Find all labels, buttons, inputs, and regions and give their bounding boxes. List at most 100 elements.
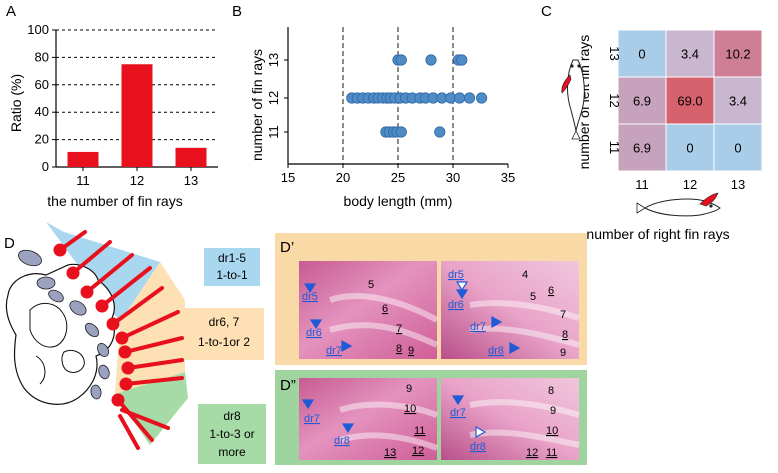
label-dr8-line1: dr8	[223, 409, 241, 423]
histology-label: 12	[526, 447, 538, 459]
heatmap-cell-value: 6.9	[633, 94, 651, 109]
arrowhead-icon	[509, 341, 521, 355]
bar-x-tick-label: 11	[76, 173, 90, 188]
heatmap-cell-value: 0	[686, 141, 693, 156]
bar-chart-ylabel: Ratio (%)	[8, 74, 24, 132]
label-dr8-line3: more	[218, 445, 246, 459]
heatmap-y-tick-label: 13	[607, 46, 622, 60]
heatmap-cell-value: 69.0	[677, 94, 702, 109]
heatmap-x-tick-label: 13	[731, 177, 745, 192]
panel-b-label: B	[232, 3, 242, 20]
fin-ray-line	[123, 336, 184, 354]
heatmap-cell-value: 10.2	[725, 47, 750, 62]
histology-label: dr5	[302, 291, 318, 303]
label-box-dr1-5	[204, 248, 260, 286]
label-dr6-7-line2: 1-to-1or 2	[198, 335, 250, 349]
arrowhead-icon	[301, 399, 315, 410]
heatmap-cell-value: 3.4	[681, 47, 699, 62]
histology-label: dr7	[304, 413, 320, 425]
bar-y-tick-label: 100	[27, 22, 49, 37]
heatmap-cell-value: 0	[734, 141, 741, 156]
histology-label: 5	[530, 291, 536, 303]
fin-ray-line	[100, 266, 152, 308]
scatter-y-tick-label: 12	[266, 91, 281, 105]
fin-ray-line	[85, 253, 134, 294]
fin-ray-line	[118, 414, 140, 450]
fin-ray-line	[120, 408, 170, 430]
bar-11	[67, 151, 99, 167]
histology-d-dprime-right	[441, 378, 579, 460]
arrowhead-icon	[341, 339, 353, 353]
heatmap-cell	[617, 29, 667, 78]
bar-y-tick-label: 0	[42, 159, 49, 174]
panel-c-label: C	[541, 3, 552, 20]
bar-y-tick-label: 60	[35, 77, 49, 92]
heatmap-x-tick-label: 11	[635, 177, 649, 192]
scatter-xlabel: body length (mm)	[344, 193, 453, 209]
arrowhead-icon	[475, 425, 487, 439]
fin-ray-base	[119, 377, 133, 391]
histology-label: 10	[546, 425, 558, 437]
label-dr1-5-line2: 1-to-1	[216, 268, 248, 282]
histology-label: 10	[404, 403, 416, 415]
scatter-x-tick-label: 15	[281, 170, 295, 185]
panel-d-label: D	[4, 235, 15, 252]
histology-d-prime-left	[299, 261, 437, 359]
heatmap-y-tick-label: 11	[607, 141, 622, 155]
histology-label: dr7	[470, 321, 486, 333]
histology-label: 13	[384, 447, 396, 459]
histology-label: 8	[548, 385, 554, 397]
histology-label: 8	[562, 329, 568, 341]
fin-ray-line	[116, 398, 154, 442]
fin-ray-base	[115, 331, 129, 345]
heatmap-cell-value: 6.9	[633, 141, 651, 156]
arrowhead-icon	[451, 395, 465, 406]
fin-ray-line	[126, 358, 184, 370]
label-box-dr6-7	[184, 308, 264, 360]
fin-ray-base	[53, 243, 67, 257]
histology-label: 9	[560, 347, 566, 359]
histology-label: dr8	[470, 441, 486, 453]
histology-label: 5	[368, 279, 374, 291]
histology-label: 7	[396, 323, 402, 335]
scatter-point	[475, 92, 488, 104]
heatmap-cell	[713, 29, 763, 78]
heatmap-xlabel: number of right fin rays	[586, 226, 729, 242]
zone-dr1-5	[46, 222, 160, 322]
heatmap-x-tick-label: 12	[683, 177, 697, 192]
fin-ray-line	[71, 240, 112, 275]
arrowhead-icon	[309, 319, 323, 330]
heatmap-cell	[665, 123, 715, 172]
scatter-point	[456, 54, 468, 66]
arrowhead-icon	[491, 315, 503, 329]
histology-label: dr7	[326, 345, 342, 357]
fin-ray-line	[120, 310, 180, 340]
histology-label: 8	[396, 343, 402, 355]
histology-label: dr8	[334, 435, 350, 447]
bar-y-tick-label: 80	[35, 49, 49, 64]
scatter-point	[463, 92, 476, 104]
histology-label: 7	[560, 309, 566, 321]
fin-ray-line	[111, 286, 164, 326]
fin-ray-base	[80, 285, 94, 299]
scatter-point	[434, 126, 446, 138]
histology-d-dprime-left	[299, 378, 437, 460]
panel-a-label: A	[6, 3, 16, 20]
histology-label: 6	[548, 285, 554, 297]
fin-ray-base	[106, 317, 120, 331]
label-dr1-5-line1: dr1-5	[218, 251, 246, 265]
label-dr6-7-line1: dr6, 7	[209, 315, 240, 329]
fin-ray-base	[111, 393, 125, 407]
panel-d-prime-label: D’	[280, 239, 294, 256]
scatter-point	[395, 54, 407, 66]
scatter-point	[425, 54, 437, 66]
heatmap-cell	[713, 123, 763, 172]
tissue-streaks-d1	[329, 293, 580, 348]
label-box-dr8	[198, 404, 266, 464]
scatter-body-length: number of fin rays body length (mm) 15 20…	[249, 27, 515, 209]
heatmap-cell-value: 3.4	[729, 94, 747, 109]
fin-ray-base	[66, 266, 80, 280]
histology-label: 9	[408, 345, 414, 357]
histology-label: 6	[382, 303, 388, 315]
